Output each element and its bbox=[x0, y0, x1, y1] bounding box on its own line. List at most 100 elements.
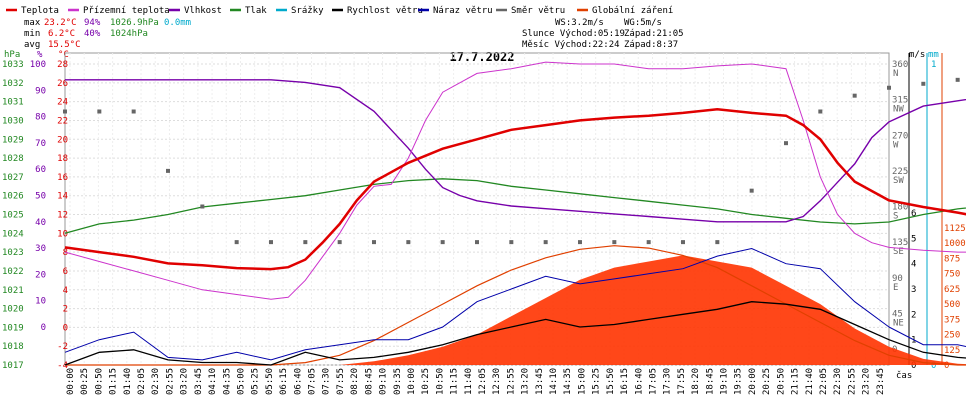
tick-time-7: 02:55 bbox=[165, 368, 175, 395]
tick-time-18: 07:30 bbox=[322, 368, 332, 395]
stats-block: max 23.2°C 94% 1026.9hPa 0.0mm min 6.2°C… bbox=[24, 18, 191, 50]
tick-rad-6: 375 bbox=[944, 315, 960, 325]
tick-time-19: 07:55 bbox=[336, 368, 346, 395]
tick-dir-label-2: W bbox=[893, 140, 899, 150]
tick-temp-16: -4 bbox=[57, 361, 68, 371]
tick-hpa-0: 1033 bbox=[2, 60, 24, 70]
tick-rad-9: 0 bbox=[944, 361, 949, 371]
legend-label-3: Tlak bbox=[245, 6, 267, 16]
tick-dir-6: 90 bbox=[892, 274, 903, 284]
wind-dir-point-15 bbox=[578, 240, 582, 245]
wind-dir-point-13 bbox=[509, 240, 514, 245]
tick-time-4: 01:40 bbox=[123, 368, 133, 395]
tick-dir-3: 225 bbox=[892, 167, 908, 177]
info-moon-set: Západ:8:37 bbox=[624, 40, 678, 50]
tick-time-1: 00:25 bbox=[80, 368, 90, 395]
legend-label-6: Náraz větru bbox=[433, 6, 493, 16]
tick-wind-2: 4 bbox=[911, 260, 916, 270]
stat-avg-temp: 15.5°C bbox=[48, 40, 81, 50]
tick-pct-4: 60 bbox=[35, 165, 46, 175]
series-radiation bbox=[65, 255, 966, 365]
wind-dir-point-22 bbox=[818, 109, 823, 114]
info-sun: Slunce Východ:05:19 bbox=[522, 29, 625, 39]
tick-temp-15: -2 bbox=[57, 342, 68, 352]
tick-dir-5: 135 bbox=[892, 238, 908, 248]
tick-dir-label-0: N bbox=[893, 69, 898, 79]
tick-time-22: 09:10 bbox=[379, 368, 389, 395]
tick-wind-4: 2 bbox=[911, 310, 916, 320]
info-wg: WG:5m/s bbox=[624, 18, 662, 28]
tick-rad-7: 250 bbox=[944, 331, 960, 341]
wind-dir-point-23 bbox=[852, 93, 857, 98]
tick-hpa-16: 1017 bbox=[2, 361, 24, 371]
tick-dir-label-5: SE bbox=[893, 247, 904, 257]
grid bbox=[64, 52, 890, 366]
tick-hpa-4: 1029 bbox=[2, 135, 24, 145]
tick-pct-9: 10 bbox=[35, 297, 46, 307]
tick-dir-label-3: SW bbox=[893, 176, 904, 186]
tick-time-23: 09:35 bbox=[393, 368, 403, 395]
tick-wind-6: 0 bbox=[911, 361, 916, 371]
wind-dir-point-8 bbox=[337, 240, 342, 245]
tick-time-9: 03:45 bbox=[194, 368, 204, 395]
tick-time-35: 14:35 bbox=[563, 368, 573, 395]
axis-time-label: čas bbox=[896, 370, 912, 381]
tick-dir-0: 360 bbox=[892, 60, 908, 70]
tick-hpa-13: 1020 bbox=[2, 305, 24, 315]
tick-time-40: 16:40 bbox=[634, 368, 644, 395]
tick-hpa-2: 1031 bbox=[2, 98, 24, 108]
tick-time-16: 06:40 bbox=[293, 368, 303, 395]
tick-dir-7: 45 bbox=[892, 309, 903, 319]
stat-avg-label: avg bbox=[24, 40, 40, 50]
tick-dir-2: 270 bbox=[892, 131, 908, 141]
tick-wind-1: 5 bbox=[911, 234, 916, 244]
tick-wind-0: 6 bbox=[911, 209, 916, 219]
tick-hpa-7: 1026 bbox=[2, 192, 24, 202]
info-ws: WS:3.2m/s bbox=[555, 18, 604, 28]
wind-dir-point-9 bbox=[372, 240, 376, 245]
tick-time-27: 11:15 bbox=[450, 368, 460, 395]
tick-rad-5: 500 bbox=[944, 300, 960, 310]
tick-hpa-12: 1021 bbox=[2, 286, 24, 296]
tick-time-24: 10:00 bbox=[407, 368, 417, 395]
tick-time-42: 17:30 bbox=[663, 368, 673, 395]
tick-temp-1: 26 bbox=[57, 79, 68, 89]
tick-time-53: 22:05 bbox=[819, 368, 829, 395]
wind-dir-point-18 bbox=[681, 240, 685, 245]
tick-time-51: 21:15 bbox=[791, 368, 801, 395]
tick-temp-6: 16 bbox=[57, 173, 68, 183]
wind-dir-point-25 bbox=[921, 81, 926, 86]
tick-time-48: 20:00 bbox=[748, 368, 758, 395]
tick-time-30: 12:30 bbox=[492, 368, 502, 395]
tick-wind-3: 3 bbox=[911, 285, 916, 295]
stat-min-temp: 6.2°C bbox=[48, 29, 75, 39]
wind-dir-point-19 bbox=[715, 240, 720, 245]
axis-unit-hpa: hPa bbox=[4, 50, 20, 60]
tick-rain-1: 0 bbox=[931, 361, 936, 371]
tick-dir-label-1: NW bbox=[893, 105, 904, 115]
tick-time-54: 22:30 bbox=[833, 368, 843, 395]
tick-time-55: 22:55 bbox=[847, 368, 857, 395]
tick-temp-2: 24 bbox=[57, 98, 68, 108]
series-pressure bbox=[64, 178, 966, 234]
tick-temp-10: 8 bbox=[63, 248, 68, 258]
wind-dir-point-16 bbox=[612, 240, 617, 245]
legend-label-1: Přízemní teplota bbox=[83, 6, 170, 16]
wind-dir-point-4 bbox=[200, 204, 205, 209]
legend-label-2: Vlhkost bbox=[184, 6, 222, 16]
wind-dir-point-5 bbox=[234, 240, 239, 245]
tick-dir-label-4: S bbox=[893, 212, 898, 222]
stat-max-press: 1026.9hPa bbox=[110, 18, 159, 28]
tick-time-41: 17:05 bbox=[648, 368, 658, 395]
tick-pct-1: 90 bbox=[35, 86, 46, 96]
tick-temp-8: 12 bbox=[57, 211, 68, 221]
legend: Teplota Přízemní teplota Vlhkost Tlak Srážky… bbox=[6, 6, 673, 16]
tick-time-14: 05:50 bbox=[265, 368, 275, 395]
tick-time-13: 05:25 bbox=[251, 368, 261, 395]
tick-pct-2: 80 bbox=[35, 113, 46, 123]
tick-hpa-6: 1027 bbox=[2, 173, 24, 183]
wind-dir-point-0 bbox=[63, 109, 67, 114]
tick-time-11: 04:35 bbox=[222, 368, 232, 395]
info-sun-set: Západ:21:05 bbox=[624, 29, 684, 39]
